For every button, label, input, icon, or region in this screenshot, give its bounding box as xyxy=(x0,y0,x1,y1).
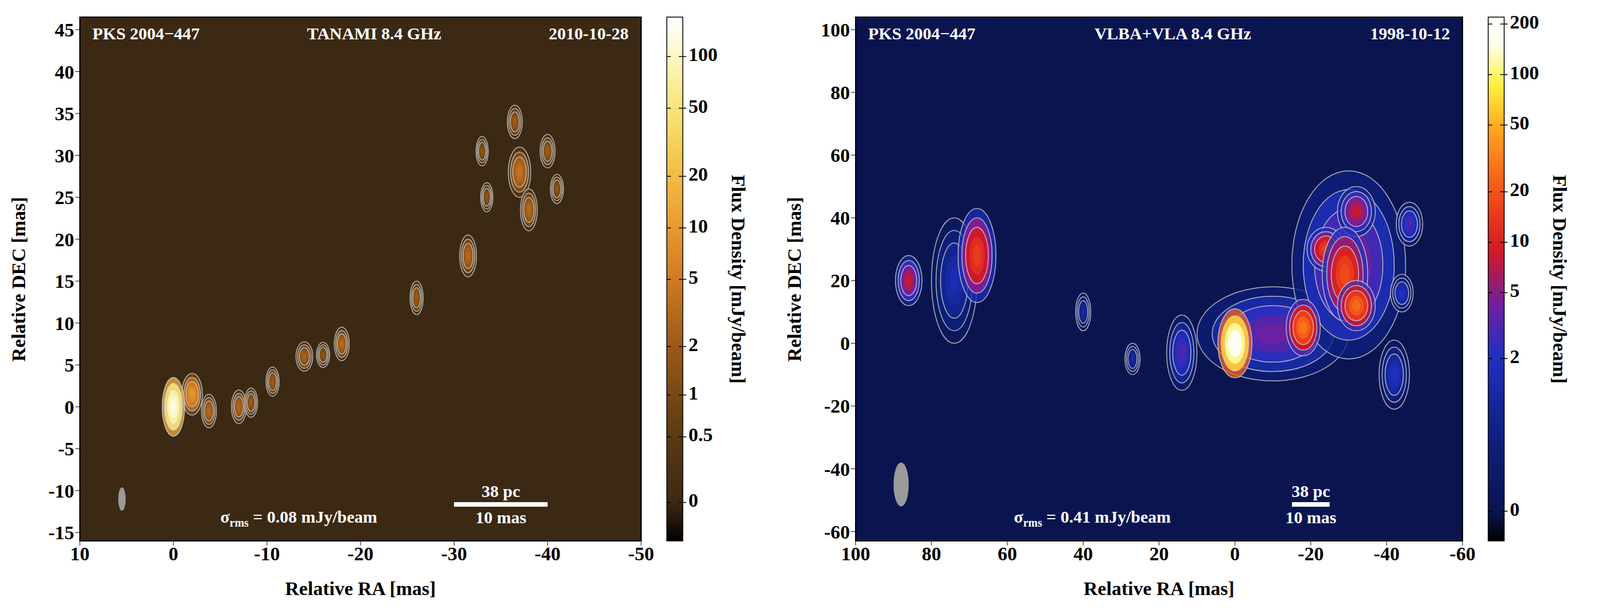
html-text:2010-10-28: 2010-10-28 xyxy=(548,23,629,43)
html-text:38 pc: 38 pc xyxy=(1291,481,1331,501)
svg-text:-15: -15 xyxy=(48,522,75,544)
svg-text:100: 100 xyxy=(688,43,718,66)
svg-text:20: 20 xyxy=(688,163,708,185)
svg-text:100: 100 xyxy=(820,19,850,41)
svg-text:5: 5 xyxy=(688,266,699,289)
svg-text:45: 45 xyxy=(54,19,75,41)
svg-text:-40: -40 xyxy=(534,543,561,565)
svg-text:80: 80 xyxy=(830,82,850,104)
svg-text:15: 15 xyxy=(54,270,75,293)
svg-text:-40: -40 xyxy=(824,459,850,481)
svg-text:-30: -30 xyxy=(440,543,467,565)
svg-text:-40: -40 xyxy=(1373,543,1400,565)
html-text:σrms = 0.41 mJy/beam: σrms = 0.41 mJy/beam xyxy=(1013,507,1171,530)
svg-text:50: 50 xyxy=(1509,112,1530,134)
svg-text:20: 20 xyxy=(1149,543,1169,565)
svg-text:0: 0 xyxy=(1509,499,1520,521)
html-text:Relative RA [mas]: Relative RA [mas] xyxy=(285,578,436,600)
svg-text:0: 0 xyxy=(1230,543,1241,565)
svg-text:80: 80 xyxy=(921,543,942,565)
svg-text:20: 20 xyxy=(54,229,75,251)
svg-text:-10: -10 xyxy=(48,480,75,502)
svg-text:-20: -20 xyxy=(824,395,850,417)
svg-text:60: 60 xyxy=(830,144,850,166)
html-text:Relative DEC [mas]: Relative DEC [mas] xyxy=(783,196,805,362)
svg-text:40: 40 xyxy=(830,207,850,229)
html-text:VLBA+VLA 8.4 GHz: VLBA+VLA 8.4 GHz xyxy=(1094,23,1252,43)
svg-text:10: 10 xyxy=(54,313,75,335)
html-text:Flux Density [mJy/beam]: Flux Density [mJy/beam] xyxy=(727,174,749,384)
svg-text:60: 60 xyxy=(997,543,1018,565)
svg-text:50: 50 xyxy=(688,95,708,117)
svg-text:-50: -50 xyxy=(628,543,654,565)
svg-text:-60: -60 xyxy=(1449,543,1476,565)
svg-text:25: 25 xyxy=(54,187,75,209)
svg-text:0: 0 xyxy=(64,397,75,419)
svg-text:-60: -60 xyxy=(824,521,850,544)
svg-text:10: 10 xyxy=(1509,229,1530,251)
html-text:σrms = 0.08 mJy/beam: σrms = 0.08 mJy/beam xyxy=(220,507,378,530)
html-text:38 pc: 38 pc xyxy=(481,481,521,501)
svg-text:1: 1 xyxy=(688,382,699,404)
svg-text:35: 35 xyxy=(54,103,75,125)
svg-text:-5: -5 xyxy=(58,438,75,460)
svg-text:2: 2 xyxy=(688,334,699,356)
svg-text:40: 40 xyxy=(1073,543,1093,565)
svg-text:20: 20 xyxy=(830,270,850,292)
html-text:Relative RA [mas]: Relative RA [mas] xyxy=(1083,578,1235,600)
svg-text:2: 2 xyxy=(1509,346,1520,368)
svg-text:0: 0 xyxy=(688,489,699,512)
svg-text:30: 30 xyxy=(54,145,75,167)
svg-text:0.5: 0.5 xyxy=(688,424,714,446)
svg-text:5: 5 xyxy=(1509,280,1520,302)
svg-text:-20: -20 xyxy=(347,543,374,565)
html-text:Relative DEC [mas]: Relative DEC [mas] xyxy=(7,196,29,362)
svg-text:-10: -10 xyxy=(253,543,280,565)
svg-text:20: 20 xyxy=(1509,179,1530,201)
svg-text:0: 0 xyxy=(840,333,850,355)
svg-text:200: 200 xyxy=(1509,11,1539,33)
svg-text:0: 0 xyxy=(168,543,179,565)
svg-text:40: 40 xyxy=(54,61,75,83)
html-text:10 mas: 10 mas xyxy=(1285,508,1337,528)
svg-text:10: 10 xyxy=(70,543,90,565)
html-text:PKS 2004−447: PKS 2004−447 xyxy=(92,23,200,43)
html-text:PKS 2004−447: PKS 2004−447 xyxy=(868,23,976,43)
svg-text:100: 100 xyxy=(841,543,871,565)
svg-text:10: 10 xyxy=(688,215,708,237)
svg-text:5: 5 xyxy=(64,354,75,376)
svg-text:-20: -20 xyxy=(1297,543,1324,565)
html-text:10 mas: 10 mas xyxy=(475,508,527,528)
html-text:Flux Density [mJy/beam]: Flux Density [mJy/beam] xyxy=(1548,174,1570,384)
svg-text:100: 100 xyxy=(1509,62,1539,84)
html-text:TANAMI 8.4 GHz: TANAMI 8.4 GHz xyxy=(307,23,442,43)
html-text:1998-10-12: 1998-10-12 xyxy=(1370,23,1450,43)
